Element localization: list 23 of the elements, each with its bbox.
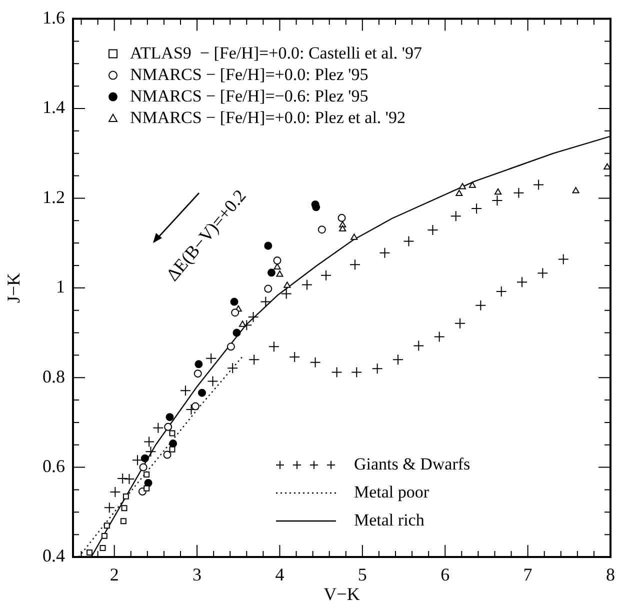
legend-label: ATLAS9 − [Fe/H]=+0.0: Castelli et al. '97	[130, 43, 422, 62]
x-axis-title: V−K	[324, 584, 360, 604]
y-tick-label: 1.4	[42, 97, 65, 118]
y-tick-label: 0.8	[42, 366, 65, 386]
legend-label: NMARCS − [Fe/H]=−0.6: Plez '95	[130, 86, 368, 106]
x-tick-label: 6	[440, 564, 450, 585]
legend-label: Metal rich	[354, 510, 425, 530]
y-tick-label: 1	[56, 276, 65, 297]
x-tick-label: 5	[358, 564, 367, 585]
x-tick-label: 3	[192, 564, 202, 585]
x-tick-label: 4	[275, 564, 284, 585]
legend-label: Giants & Dwarfs	[354, 454, 470, 474]
y-tick-label: 0.6	[42, 456, 65, 476]
y-tick-label: 0.4	[42, 546, 65, 566]
y-tick-label: 1.2	[42, 186, 65, 207]
legend-label: NMARCS − [Fe/H]=+0.0: Plez '95	[130, 64, 368, 84]
legend-label: Metal poor	[354, 482, 430, 502]
y-axis-title: J−K	[4, 272, 24, 303]
x-tick-label: 2	[110, 564, 119, 585]
x-tick-label: 8	[606, 564, 615, 585]
legend-label: NMARCS − [Fe/H]=+0.0: Plez et al. '92	[130, 108, 406, 127]
y-tick-label: 1.6	[42, 8, 65, 28]
x-tick-label: 7	[523, 564, 532, 585]
